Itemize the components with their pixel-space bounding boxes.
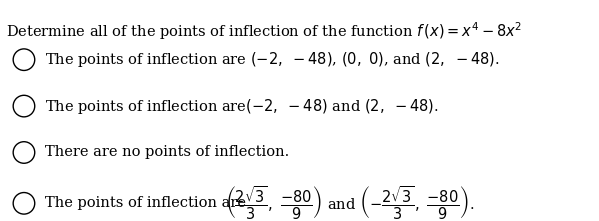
Text: The points of inflection are $(-2,\ -48)$, $(0,\ 0)$, and $(2,\ -48)$.: The points of inflection are $(-2,\ -48)… (45, 50, 500, 69)
Text: Determine all of the points of inflection of the function $f\,(x) = x^4 - 8x^2$: Determine all of the points of inflectio… (6, 20, 522, 42)
Text: The points of inflection are: The points of inflection are (45, 196, 250, 210)
Text: $\left(\dfrac{2\sqrt{3}}{3},\ \dfrac{-80}{9}\right)$ and $\left(-\dfrac{2\sqrt{3: $\left(\dfrac{2\sqrt{3}}{3},\ \dfrac{-80… (225, 185, 474, 221)
Text: The points of inflection are$(-2,\ -48)$ and $(2,\ -48)$.: The points of inflection are$(-2,\ -48)$… (45, 97, 438, 116)
Text: There are no points of inflection.: There are no points of inflection. (45, 145, 289, 160)
